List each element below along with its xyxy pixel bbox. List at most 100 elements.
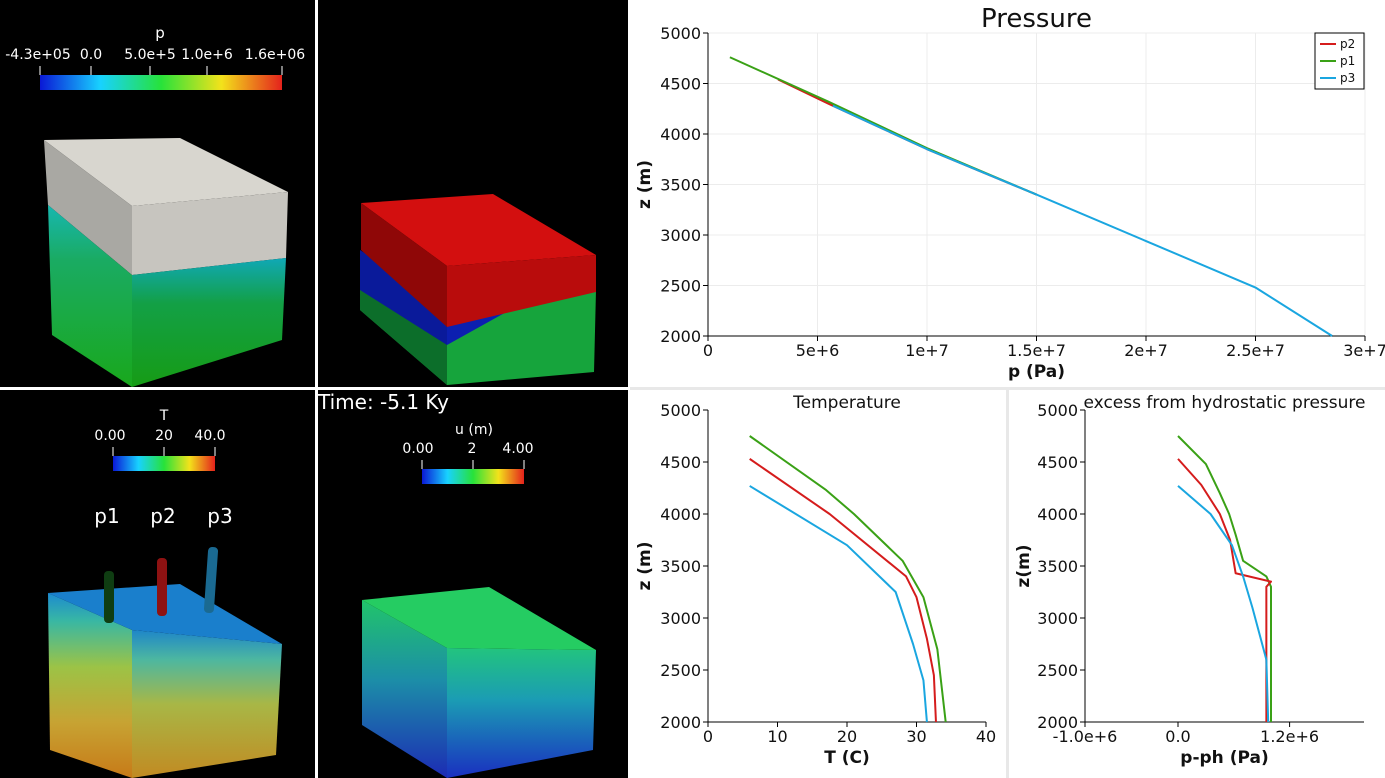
x-axis-title: T (C) xyxy=(824,748,870,768)
y-tick-label: 2000 xyxy=(660,713,701,732)
cube-displacement xyxy=(362,587,596,778)
y-tick-label: 4500 xyxy=(1037,453,1078,472)
chart-legend: p2 p1 p3 xyxy=(1314,32,1365,90)
displacement-3d-canvas[interactable]: Time: -5.1 Ky u (m) 0.00 2 4.00 xyxy=(318,390,628,778)
y-tick-label: 3000 xyxy=(1037,609,1078,628)
colorbar-temperature xyxy=(113,456,215,471)
y-tick-label: 2000 xyxy=(1037,713,1078,732)
time-annotation: Time: -5.1 Ky xyxy=(318,390,449,414)
x-tick-label: 0 xyxy=(703,341,713,360)
x-tick-label: 0.0 xyxy=(1165,727,1190,746)
y-tick-label: 2000 xyxy=(660,327,701,346)
y-axis-title: z (m) xyxy=(635,541,655,590)
render-view-displacement[interactable]: Time: -5.1 Ky u (m) 0.00 2 4.00 xyxy=(318,390,628,778)
colorbar-title: u (m) xyxy=(455,422,493,438)
x-tick-label: 0 xyxy=(703,727,713,746)
x-tick-label: 5e+6 xyxy=(796,341,840,360)
plot-view-pressure[interactable]: 0 5e+6 1e+7 1.5e+7 2e+7 2.5e+7 3e+7 2000 2500 300… xyxy=(630,0,1385,387)
x-tick-label: 2e+7 xyxy=(1124,341,1168,360)
well-label-p2: p2 xyxy=(150,504,175,528)
y-tick-label: 4000 xyxy=(660,505,701,524)
pressure-3d-canvas[interactable]: p -4.3e+05 0.0 5.0e+5 1.0e+6 1.6e+06 xyxy=(0,0,315,387)
colorbar-pressure xyxy=(40,75,282,90)
colorbar-tick-label: 5.0e+5 xyxy=(124,47,176,63)
series-line-p1 xyxy=(729,56,1037,196)
y-tick-label: 4500 xyxy=(660,75,701,94)
grid-lines xyxy=(707,32,1366,337)
legend-label: p1 xyxy=(1340,54,1355,68)
well-labels: p1 p2 p3 xyxy=(94,504,232,528)
y-tick-label: 5000 xyxy=(660,401,701,420)
legend-label: p2 xyxy=(1340,37,1355,51)
well-p3 xyxy=(203,547,219,613)
series-line-p1 xyxy=(749,435,947,723)
colorbar-ticks xyxy=(112,447,216,456)
y-tick-label: 2500 xyxy=(660,277,701,296)
well-p2 xyxy=(157,558,167,616)
x-tick-label: 10 xyxy=(767,727,787,746)
well-label-p1: p1 xyxy=(94,504,119,528)
x-tick-label: 40 xyxy=(976,727,996,746)
y-tick-label: 3500 xyxy=(660,557,701,576)
colorbar-title: T xyxy=(159,408,169,424)
chart-title: excess from hydrostatic pressure xyxy=(1084,393,1366,413)
series-line-p2 xyxy=(749,458,937,723)
chart-title: Temperature xyxy=(792,393,901,413)
well-label-p3: p3 xyxy=(207,504,232,528)
cube-layers xyxy=(360,194,596,385)
x-tick-label: -1.0e+6 xyxy=(1053,727,1118,746)
pressure-chart[interactable]: 0 5e+6 1e+7 1.5e+7 2e+7 2.5e+7 3e+7 2000 2500 300… xyxy=(630,0,1385,387)
x-axis-title: p (Pa) xyxy=(1008,362,1065,382)
y-tick-label: 5000 xyxy=(1037,401,1078,420)
colorbar-tick-label: 2 xyxy=(468,441,477,457)
x-tick-label: 2.5e+7 xyxy=(1226,341,1285,360)
y-axis-title: z (m) xyxy=(635,160,655,209)
colorbar-tick-label: 40.0 xyxy=(194,428,225,444)
render-view-pressure[interactable]: p -4.3e+05 0.0 5.0e+5 1.0e+6 1.6e+06 xyxy=(0,0,315,387)
legend-box xyxy=(1314,32,1365,90)
layers-3d-canvas[interactable] xyxy=(318,0,628,387)
render-view-layers[interactable] xyxy=(318,0,628,387)
temperature-chart[interactable]: 0 10 20 30 40 2000 2500 3000 3500 4000 4500 5000 Tem… xyxy=(630,390,1006,778)
x-tick-label: 20 xyxy=(837,727,857,746)
series-group xyxy=(1177,435,1272,723)
colorbar-displacement xyxy=(422,469,524,484)
colorbar-tick-label: 20 xyxy=(155,428,173,444)
y-tick-label: 2500 xyxy=(660,661,701,680)
plot-view-temperature[interactable]: 0 10 20 30 40 2000 2500 3000 3500 4000 4500 5000 Tem… xyxy=(630,390,1006,778)
render-view-temperature[interactable]: T 0.00 20 40.0 p1 p2 p3 xyxy=(0,390,315,778)
x-tick-label: 3e+7 xyxy=(1343,341,1385,360)
x-axis-title: p-ph (Pa) xyxy=(1180,748,1268,768)
x-tick-label: 1e+7 xyxy=(905,341,949,360)
colorbar-tick-label: 0.0 xyxy=(80,47,102,63)
y-tick-label: 4000 xyxy=(660,125,701,144)
colorbar-title: p xyxy=(155,24,165,42)
series-group xyxy=(749,435,947,723)
x-tick-label: 30 xyxy=(906,727,926,746)
series-line-p3 xyxy=(749,485,928,723)
colorbar-tick-label: 1.6e+06 xyxy=(245,47,306,63)
chart-title: Pressure xyxy=(981,4,1092,34)
series-line-p2 xyxy=(1177,458,1272,722)
series-group xyxy=(729,56,1333,337)
series-line-p3 xyxy=(1177,485,1270,723)
colorbar-tick-label: 0.00 xyxy=(402,441,433,457)
view-divider xyxy=(630,387,1385,390)
view-divider xyxy=(1006,390,1009,778)
y-tick-label: 4000 xyxy=(1037,505,1078,524)
y-axis-title: z(m) xyxy=(1014,544,1034,587)
colorbar-tick-label: 4.00 xyxy=(502,441,533,457)
temperature-3d-canvas[interactable]: T 0.00 20 40.0 p1 p2 p3 xyxy=(0,390,315,778)
y-tick-label: 3500 xyxy=(1037,557,1078,576)
legend-label: p3 xyxy=(1340,71,1355,85)
excess-pressure-chart[interactable]: -1.0e+6 0.0 1.2e+6 2000 2500 3000 3500 4000 4500… xyxy=(1009,390,1385,778)
y-tick-label: 5000 xyxy=(660,24,701,43)
y-tick-label: 4500 xyxy=(660,453,701,472)
wells xyxy=(104,547,219,623)
well-p1 xyxy=(104,571,114,623)
series-line-p3 xyxy=(832,104,1333,337)
plot-view-excess-pressure[interactable]: -1.0e+6 0.0 1.2e+6 2000 2500 3000 3500 4000 4500… xyxy=(1009,390,1385,778)
y-tick-label: 3500 xyxy=(660,176,701,195)
colorbar-tick-labels: 0.00 20 40.0 xyxy=(94,428,225,444)
colorbar-ticks xyxy=(39,66,283,75)
